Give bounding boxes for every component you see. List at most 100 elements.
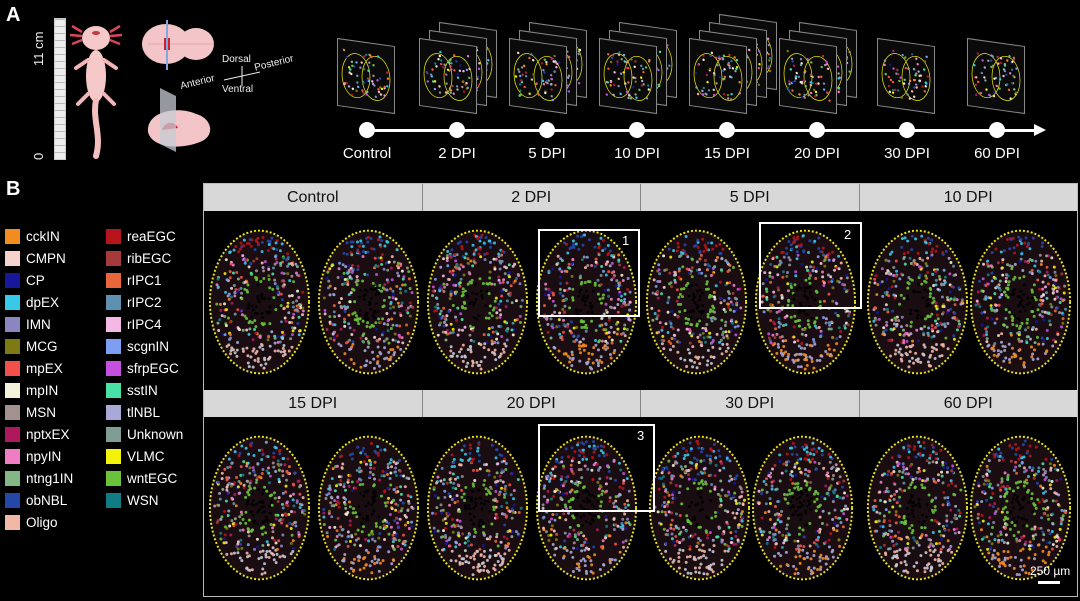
legend-item: IMN: [5, 313, 73, 335]
legend-item: MSN: [5, 401, 73, 423]
legend-swatch: [5, 470, 20, 486]
brain-dorsal-diagram: [142, 20, 214, 70]
legend-swatch: [106, 338, 121, 354]
legend-swatch: [106, 228, 121, 244]
brain-section-image: [204, 214, 422, 388]
legend-swatch: [5, 316, 20, 332]
legend-label: rIPC4: [127, 316, 162, 332]
legend-swatch: [5, 426, 20, 442]
legend-item: rIPC4: [106, 313, 183, 335]
legend-label: ribEGC: [127, 250, 172, 266]
timeline-arrow: [1034, 124, 1046, 136]
timepoint-dot: [719, 122, 735, 138]
legend-label: npyIN: [26, 448, 62, 464]
legend-item: Unknown: [106, 423, 183, 445]
legend-item: tlNBL: [106, 401, 183, 423]
legend-swatch: [106, 360, 121, 376]
section-slice-thumbnail: [689, 37, 747, 115]
panel-a-label: A: [6, 4, 21, 26]
legend-label: Unknown: [127, 426, 184, 442]
legend-item: wntEGC: [106, 467, 183, 489]
legend-swatch: [5, 272, 20, 288]
section-slice-thumbnail: [419, 37, 477, 115]
brain-lateral-diagram: [147, 88, 211, 152]
section-header: 5 DPI: [640, 184, 859, 211]
orientation-cross: [223, 66, 261, 86]
timepoint-dot: [539, 122, 555, 138]
legend-label: CMPN: [26, 250, 66, 266]
timepoint-label: 10 DPI: [614, 145, 660, 162]
panel-a: A 11 cm 0 Dorsal Ventral Anterior Poster…: [0, 0, 1080, 175]
section-header: 15 DPI: [204, 390, 422, 417]
legend-swatch: [106, 404, 121, 420]
legend-swatch: [5, 404, 20, 420]
ruler-bottom-label: 0: [31, 152, 46, 160]
legend-swatch: [106, 316, 121, 332]
orient-dorsal: Dorsal: [222, 54, 251, 65]
legend-label: ntng1IN: [26, 470, 74, 486]
legend-swatch: [5, 360, 20, 376]
section-slice-thumbnail: [779, 37, 837, 115]
section-slice-thumbnail: [599, 37, 657, 115]
legend-item: ribEGC: [106, 247, 183, 269]
legend-label: nptxEX: [26, 426, 70, 442]
legend-item: CMPN: [5, 247, 73, 269]
section-slice-thumbnail: [967, 37, 1025, 115]
panel-b-label: B: [6, 178, 21, 200]
section-header: 30 DPI: [640, 390, 859, 417]
legend-item: reaEGC: [106, 225, 183, 247]
brain-section-image: [422, 420, 640, 594]
legend-item: cckIN: [5, 225, 73, 247]
legend-item: scgnIN: [106, 335, 183, 357]
legend-item: npyIN: [5, 445, 73, 467]
brain-section-image: [422, 214, 640, 388]
timepoint-dot: [359, 122, 375, 138]
scale-bar-label: 250 µm: [1030, 564, 1071, 578]
legend-swatch: [5, 338, 20, 354]
brain-section-image: [204, 420, 422, 594]
timepoint-dot: [809, 122, 825, 138]
legend-label: mpIN: [26, 382, 59, 398]
timepoint-dot: [629, 122, 645, 138]
legend-item: mpEX: [5, 357, 73, 379]
row1-headers: Control 2 DPI 5 DPI 10 DPI: [204, 184, 1077, 211]
legend-item: ntng1IN: [5, 467, 73, 489]
brain-section-image: [859, 420, 1077, 594]
legend-swatch: [106, 426, 121, 442]
legend-swatch: [5, 294, 20, 310]
section-header: 2 DPI: [421, 184, 640, 211]
legend-label: Oligo: [26, 514, 58, 530]
timepoint-dot: [449, 122, 465, 138]
legend-label: scgnIN: [127, 338, 170, 354]
timepoint-dot: [899, 122, 915, 138]
axolotl-illustration: [69, 24, 123, 159]
timepoint-label: Control: [342, 145, 392, 162]
legend-label: WSN: [127, 492, 159, 508]
legend-column-2: reaEGC ribEGC rIPC1 rIPC2 rIPC4 scgnIN sfrpEGC…: [106, 225, 183, 511]
legend-item: MCG: [5, 335, 73, 357]
timepoint-label: 5 DPI: [528, 145, 566, 162]
timeline-axis: [365, 129, 1035, 132]
legend-item: WSN: [106, 489, 183, 511]
legend-swatch: [106, 294, 121, 310]
legend-label: rIPC1: [127, 272, 162, 288]
roi-box-2: [759, 222, 862, 309]
orient-ventral: Ventral: [222, 84, 254, 95]
timepoint-dot: [989, 122, 1005, 138]
legend-item: dpEX: [5, 291, 73, 313]
legend-label: obNBL: [26, 492, 68, 508]
roi-box-3: [538, 424, 655, 512]
legend-swatch: [106, 272, 121, 288]
legend-swatch: [5, 228, 20, 244]
legend-label: sstIN: [127, 382, 158, 398]
legend-swatch: [5, 382, 20, 398]
legend-item: nptxEX: [5, 423, 73, 445]
legend-item: sfrpEGC: [106, 357, 183, 379]
section-grid: Control 2 DPI 5 DPI 10 DPI 15 DPI 20 DPI 30 D…: [203, 183, 1078, 597]
legend-item: rIPC2: [106, 291, 183, 313]
legend-label: reaEGC: [127, 228, 176, 244]
timepoint-label: 15 DPI: [704, 145, 750, 162]
legend-item: CP: [5, 269, 73, 291]
section-header: 60 DPI: [858, 390, 1077, 417]
legend-swatch: [5, 514, 20, 530]
